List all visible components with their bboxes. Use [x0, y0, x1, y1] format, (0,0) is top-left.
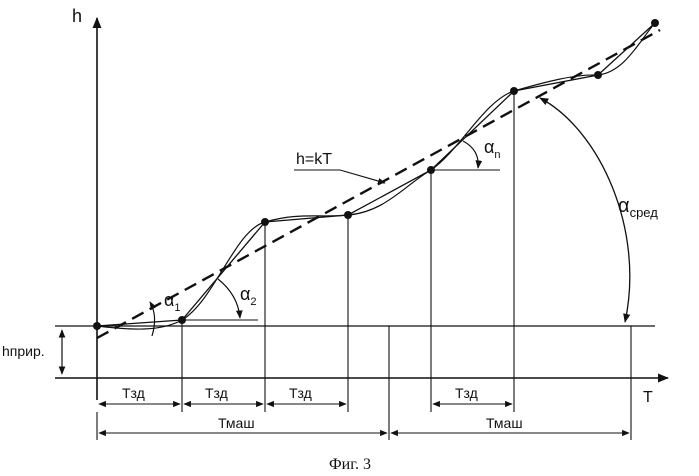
alpha2-arc	[218, 279, 240, 318]
t-mash-label-1: Тмаш	[218, 415, 255, 431]
h-base-label: hприр.	[2, 343, 45, 359]
segment-line	[97, 23, 655, 326]
t-mash-dimensions	[97, 412, 629, 440]
t-zd-label-2: Тзд	[205, 385, 228, 401]
alpha-avg-arc	[540, 98, 630, 322]
t-zd-label-1: Тзд	[122, 385, 145, 401]
line-equation-leader	[340, 170, 385, 183]
alpha2-label: α2	[240, 284, 257, 308]
line-equation-label: h=kT	[296, 151, 332, 168]
alpha-n-arc	[463, 141, 478, 168]
x-axis-label: T	[643, 389, 653, 406]
t-zd-label-4: Тзд	[455, 385, 478, 401]
vertical-drops	[182, 91, 631, 440]
wavy-curve	[97, 23, 655, 329]
alpha-avg-label: αсред	[618, 195, 658, 220]
data-points	[93, 19, 659, 330]
y-axis-label: h	[72, 6, 82, 26]
t-mash-label-2: Тмаш	[486, 415, 523, 431]
alpha-n-label: αn	[484, 137, 501, 161]
t-zd-label-3: Тзд	[289, 385, 312, 401]
figure-caption: Фиг. 3	[329, 456, 371, 473]
